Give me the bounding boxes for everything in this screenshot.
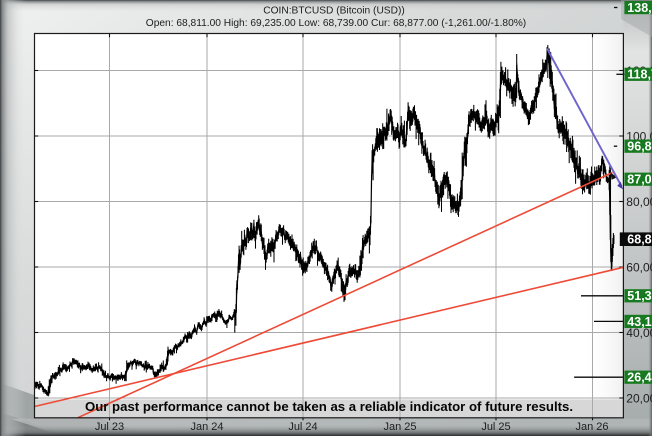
svg-text:Jan 25: Jan 25 — [383, 421, 416, 433]
svg-text:Jan 24: Jan 24 — [190, 421, 223, 433]
svg-text:68,87: 68,87 — [627, 233, 652, 247]
svg-text:51,35: 51,35 — [627, 289, 652, 303]
svg-text:Jul 23: Jul 23 — [95, 421, 124, 433]
svg-text:26,49: 26,49 — [627, 371, 652, 385]
svg-text:138,7: 138,7 — [627, 1, 652, 15]
svg-text:Jul 25: Jul 25 — [481, 421, 510, 433]
svg-text:Jan 26: Jan 26 — [575, 421, 608, 433]
svg-text:60,00: 60,00 — [626, 260, 652, 274]
svg-text:Open: 68,811.00 High: 69,235.0: Open: 68,811.00 High: 69,235.00 Low: 68,… — [146, 18, 526, 29]
svg-text:80,00: 80,00 — [626, 195, 652, 209]
svg-text:40,00: 40,00 — [626, 326, 652, 340]
svg-text:20,00: 20,00 — [626, 391, 652, 405]
svg-text:96,86: 96,86 — [627, 140, 652, 154]
svg-text:43,15: 43,15 — [627, 315, 652, 329]
svg-text:COIN:BTCUSD (Bitcoin (USD)): COIN:BTCUSD (Bitcoin (USD)) — [263, 5, 405, 16]
svg-text:Jul 24: Jul 24 — [288, 421, 317, 433]
svg-text:87,08: 87,08 — [627, 173, 652, 187]
svg-text:Our past performance cannot be: Our past performance cannot be taken as … — [85, 399, 573, 414]
svg-text:118,7: 118,7 — [627, 68, 652, 82]
